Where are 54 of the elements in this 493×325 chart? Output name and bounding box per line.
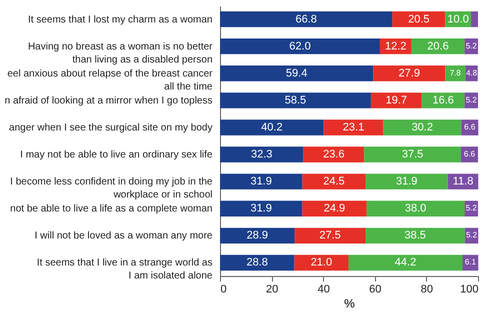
y-tick-label: I will not be loved as a woman any more bbox=[34, 230, 213, 242]
data-label: 27.5 bbox=[319, 230, 341, 242]
data-label: 58.5 bbox=[284, 94, 306, 106]
y-tick-label: n afraid of looking at a mirror when I go topless bbox=[4, 95, 212, 106]
data-label: 24.9 bbox=[324, 202, 346, 215]
y-tick-label: Having no breast as a woman is no better than living as a disabled person bbox=[28, 41, 214, 66]
data-label: 23.6 bbox=[323, 148, 344, 161]
data-label: 11.8 bbox=[452, 176, 474, 188]
data-label: 40.2 bbox=[261, 121, 283, 134]
y-tick-label: not be able to live a life as a complete woman bbox=[10, 204, 212, 215]
data-label: 7.8 bbox=[450, 68, 462, 78]
data-label: 12.2 bbox=[384, 40, 406, 52]
data-label: 16.6 bbox=[432, 94, 454, 106]
data-label: 59.4 bbox=[286, 67, 308, 80]
x-tick-label: 20 bbox=[266, 284, 278, 296]
data-label: 27.9 bbox=[398, 67, 420, 80]
y-tick-label: It seems that I lost my charm as a woman bbox=[28, 14, 212, 26]
y-tick-label: I may not be able to live an ordinary sex life bbox=[20, 150, 213, 161]
data-label: 24.5 bbox=[323, 176, 345, 188]
data-label: 20.5 bbox=[408, 13, 430, 26]
y-tick-label: anger when I see the surgical site on my body bbox=[9, 122, 212, 134]
x-tick-label: 60 bbox=[369, 284, 382, 296]
y-tick-label: It seems that I live in a strange world as I am isolated alone bbox=[36, 258, 213, 282]
data-label: 21.0 bbox=[310, 256, 332, 269]
data-label: 5.2 bbox=[466, 204, 478, 213]
data-label: 5.2 bbox=[466, 230, 478, 240]
x-tick-label: 100 bbox=[460, 284, 478, 296]
data-label: 28.8 bbox=[246, 256, 268, 269]
data-label: 10.0 bbox=[447, 13, 469, 26]
data-label: 5.2 bbox=[466, 41, 478, 50]
data-label: 19.7 bbox=[386, 94, 408, 106]
data-label: 38.5 bbox=[404, 230, 426, 242]
data-label: 5.2 bbox=[466, 95, 478, 104]
data-label: 31.9 bbox=[396, 176, 418, 188]
data-label: 6.6 bbox=[464, 150, 476, 159]
data-label: 62.0 bbox=[289, 40, 311, 52]
data-label: 32.3 bbox=[250, 148, 272, 161]
data-label: 30.2 bbox=[412, 121, 433, 134]
data-label: 20.6 bbox=[427, 40, 449, 52]
data-label: 31.9 bbox=[250, 202, 272, 215]
x-tick-label: 80 bbox=[420, 284, 434, 296]
x-tick-label: 40 bbox=[318, 284, 330, 296]
data-label: 6.6 bbox=[464, 122, 476, 132]
x-axis-title: % bbox=[344, 296, 356, 310]
data-label: 6.1 bbox=[464, 258, 476, 267]
data-label: 44.2 bbox=[394, 256, 416, 269]
data-label: 23.1 bbox=[342, 121, 364, 134]
data-label: 28.9 bbox=[246, 230, 268, 242]
data-label: 38.0 bbox=[404, 202, 426, 215]
data-label: 66.8 bbox=[295, 13, 317, 26]
data-label: 4.8 bbox=[466, 68, 478, 78]
x-tick-label: 0 bbox=[220, 284, 227, 296]
data-label: 31.9 bbox=[250, 176, 272, 188]
data-label: 37.5 bbox=[402, 148, 424, 161]
